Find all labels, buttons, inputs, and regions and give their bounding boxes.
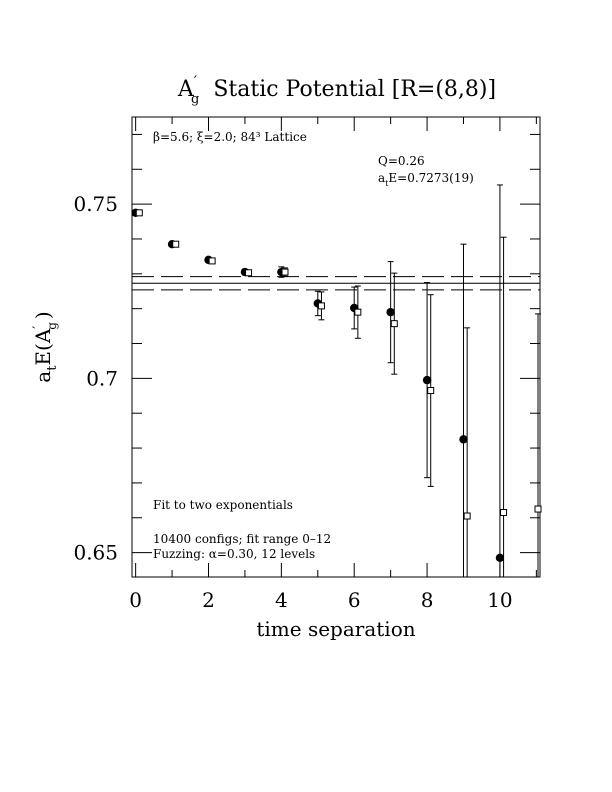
data-point-square: [354, 308, 362, 316]
fit-band: [132, 276, 540, 291]
data-point-square: [281, 268, 289, 276]
chart-title: A′ g Static Potential [R=(8,8)]: [177, 74, 496, 107]
fit-annotation: Fit to two exponentials: [153, 498, 293, 512]
x-tick-label: 6: [348, 588, 361, 612]
data-point-square: [172, 240, 180, 248]
data-point-circle: [422, 375, 432, 385]
y-tick-label: 0.65: [73, 541, 118, 565]
data-point-square: [500, 509, 508, 517]
configs-annotation: 10400 configs; fit range 0–12: [153, 532, 331, 546]
x-tick-label: 0: [129, 588, 142, 612]
y-tick-label: 0.7: [86, 366, 118, 390]
q-annotation: Q=0.26: [378, 154, 425, 168]
data-point-square: [534, 505, 542, 513]
data-point-square: [390, 320, 398, 328]
data-point-circle: [495, 553, 505, 563]
x-tick-label: 10: [487, 588, 512, 612]
data-point-square: [317, 302, 325, 310]
data-point-circle: [386, 307, 395, 317]
x-tick-label: 4: [275, 588, 288, 612]
axis-ticks: [132, 117, 540, 577]
fuzzing-annotation: Fuzzing: α=0.30, 12 levels: [153, 547, 315, 561]
y-tick-labels: 0.65 0.7 0.75: [73, 192, 118, 564]
x-tick-label: 2: [202, 588, 215, 612]
data-point-square: [463, 512, 471, 520]
data-point-circle: [459, 435, 468, 444]
x-axis-label: time separation: [256, 617, 415, 641]
energy-annotation: atE=0.7273(19): [378, 171, 474, 188]
lattice-annotation: β=5.6; ξ=2.0; 84³ Lattice: [153, 130, 307, 144]
data-point-square: [135, 209, 143, 217]
x-tick-labels: 0 2 4 6 8 10: [129, 588, 512, 612]
x-tick-label: 8: [421, 588, 434, 612]
y-tick-label: 0.75: [73, 192, 118, 216]
data-point-square: [245, 269, 253, 277]
data-point-square: [427, 387, 435, 395]
y-axis-label: atE(A′g): [31, 311, 60, 382]
data-point-square: [208, 257, 216, 265]
plot-frame: [131, 116, 541, 578]
data-series: [131, 184, 542, 577]
